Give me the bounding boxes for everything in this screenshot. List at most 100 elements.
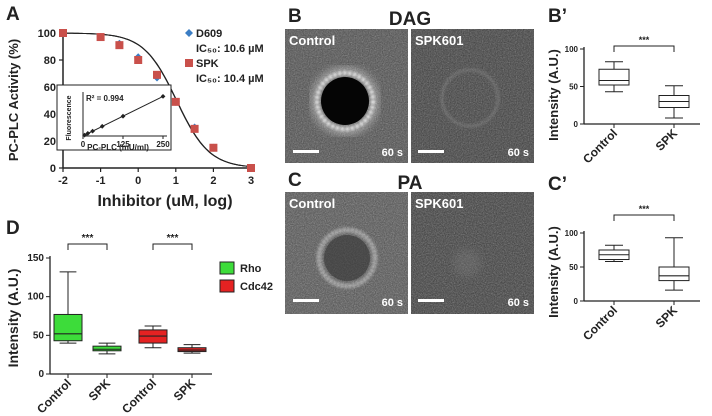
y-tick-label: 50 <box>569 83 578 92</box>
x-tick-label: -2 <box>58 175 68 187</box>
panel-letter-b: B <box>288 6 302 27</box>
significance-bracket <box>67 243 108 250</box>
panel-a-data-marks <box>59 29 255 172</box>
spk-point <box>209 143 218 152</box>
x-category-label: Control <box>119 376 159 416</box>
significance-bracket <box>152 243 193 250</box>
legend-square-marker <box>185 59 193 67</box>
box-control <box>598 68 630 86</box>
y-tick-label: 150 <box>27 253 44 264</box>
inset-point <box>120 113 126 119</box>
y-tick-label: 50 <box>33 330 45 341</box>
panel-c-title: PA <box>398 173 423 194</box>
inset-point <box>85 130 91 136</box>
panel-b-prime-y-axis-title: Intensity (A.U.) <box>546 49 561 141</box>
legend-cdc42-swatch <box>219 279 235 293</box>
significance-stars: *** <box>167 233 179 244</box>
scale-bar <box>418 299 444 302</box>
y-tick-label: 100 <box>565 229 579 238</box>
x-category-label: Control <box>34 376 74 416</box>
x-tick-label: 1 <box>173 175 179 187</box>
legend-cdc42-label: Cdc42 <box>240 281 273 293</box>
x-tick-label: 3 <box>248 175 254 187</box>
legend-spk-ic50: IC₅₀: 10.4 µM <box>196 73 264 85</box>
panel-letter-c-prime: C’ <box>548 174 567 195</box>
panel-b-prime: B’ 0 50 100 Control SPK *** Intensity (A.U.) <box>546 6 700 166</box>
inset-x-tick-label: 250 <box>156 140 170 149</box>
fit-curve-spk <box>63 32 252 168</box>
panel-c-prime-plot: 0 50 100 Control SPK *** <box>565 204 700 343</box>
scale-bar <box>293 150 319 153</box>
micrograph-c-spk601-time: 60 s <box>508 297 529 309</box>
significance-bracket <box>613 214 675 221</box>
inset-plot: 0 125 250 <box>81 92 170 149</box>
x-category-label: Control <box>580 126 620 166</box>
micrograph-b-control-label: Control <box>289 33 335 48</box>
box-control <box>53 313 83 342</box>
micrograph-b-control-time: 60 s <box>382 147 403 159</box>
spk-point <box>153 70 161 79</box>
spk-point <box>134 56 143 64</box>
inset-r2-label: R² = 0.994 <box>86 94 124 103</box>
y-tick-label: 20 <box>44 136 56 148</box>
y-tick-label: 100 <box>27 292 44 303</box>
y-tick-label: 40 <box>44 109 56 121</box>
micrograph-b-control <box>285 29 408 163</box>
panel-c-prime: C’ 0 50 100 Control SPK *** Intensity (A.U.) <box>546 174 700 343</box>
panel-d-legend: Rho Cdc42 <box>219 261 273 293</box>
legend-diamond-marker <box>185 29 193 37</box>
inset-x-axis-title: PC-PLC (mU/ml) <box>87 143 149 152</box>
panel-letter-b-prime: B’ <box>548 6 567 27</box>
panel-a-y-axis-title: PC-PLC Activity (%) <box>6 39 21 161</box>
micrograph-c-spk601 <box>411 192 534 314</box>
x-tick-label: 0 <box>135 175 141 187</box>
scale-bar <box>418 150 444 153</box>
significance-bracket <box>613 45 675 52</box>
x-tick-label: 2 <box>210 175 216 187</box>
significance-stars: *** <box>639 35 650 45</box>
panel-letter-c: C <box>288 170 302 191</box>
inset-point <box>82 132 87 138</box>
panel-a: A -2 -1 0 1 2 3 0 20 40 60 80 100 Inhibitor (uM, lo… <box>6 4 264 210</box>
spk-point <box>59 29 67 37</box>
spk-point <box>247 164 255 172</box>
panel-a-legend: D609 IC₅₀: 10.6 µM SPK IC₅₀: 10.4 µM <box>185 28 264 85</box>
y-tick-label: 100 <box>565 45 579 54</box>
inset-y-axis-title: Fluorescence <box>66 95 73 140</box>
panel-d-y-axis-title: Intensity (A.U.) <box>5 269 21 368</box>
significance-stars: *** <box>639 204 650 214</box>
spk-point <box>190 124 199 133</box>
legend-spk-name: SPK <box>196 58 219 70</box>
legend-d609-ic50: IC₅₀: 10.6 µM <box>196 43 264 55</box>
y-tick-label: 0 <box>574 297 579 306</box>
panel-b-prime-plot: 0 50 100 Control SPK *** <box>565 35 700 166</box>
scale-bar <box>293 299 319 302</box>
x-category-label: SPK <box>86 376 114 404</box>
inset-x-tick-label: 125 <box>116 140 130 149</box>
micrograph-b-spk601 <box>411 29 534 163</box>
x-category-label: SPK <box>171 376 199 404</box>
legend-rho-swatch <box>219 261 235 275</box>
y-tick-label: 0 <box>574 120 579 129</box>
y-tick-label: 0 <box>50 163 56 175</box>
y-tick-label: 60 <box>44 82 56 94</box>
panel-c: C PA Control 60 s SPK601 60 s <box>285 170 534 314</box>
box-spk <box>92 345 122 352</box>
panel-a-inset: 0 125 250 R² = 0.994 PC-PLC (mU/ml) Fluore… <box>56 84 172 152</box>
box-spk <box>658 266 690 282</box>
spk-point <box>171 97 180 106</box>
micrograph-c-control-time: 60 s <box>382 297 403 309</box>
micrograph-c-control-label: Control <box>289 196 335 211</box>
legend-d609-name: D609 <box>196 28 222 40</box>
micrograph-c-spk601-label: SPK601 <box>415 196 463 211</box>
legend-rho-label: Rho <box>240 263 262 275</box>
panel-letter-d: D <box>6 218 20 239</box>
y-tick-label: 80 <box>44 55 56 67</box>
x-category-label: SPK <box>653 303 681 331</box>
micrograph-b-spk601-label: SPK601 <box>415 33 463 48</box>
panel-a-fit-curve <box>63 32 252 168</box>
x-tick-label: -1 <box>96 175 106 187</box>
